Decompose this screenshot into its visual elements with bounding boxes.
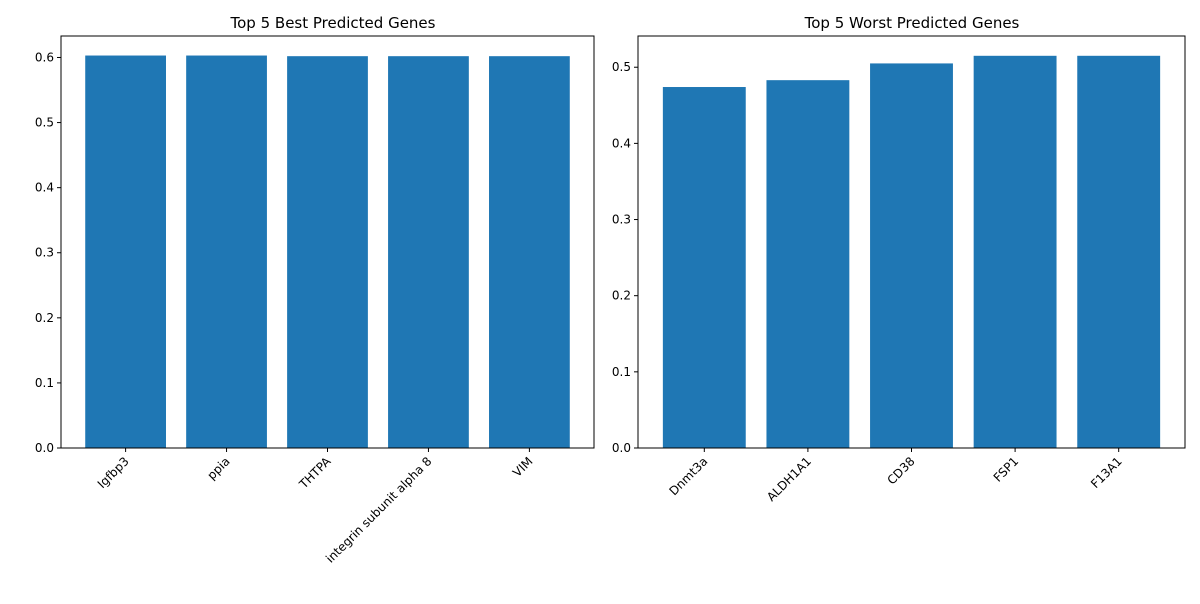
best-genes-y-tick-label: 0.0	[35, 441, 54, 455]
worst-genes-bar-cd38	[870, 63, 953, 449]
worst-genes-bar-f13a1	[1077, 55, 1161, 449]
best-genes-bar-integrin-subunit-alpha-8	[388, 56, 469, 449]
worst-genes-y-tick-label: 0.1	[612, 365, 631, 379]
worst-genes-y-tick-label: 0.2	[612, 289, 631, 303]
worst-genes-y-tick-label: 0.3	[612, 213, 631, 227]
worst-genes-plot-frame	[637, 35, 1186, 449]
worst-genes-y-tick-label: 0.0	[612, 441, 631, 455]
best-genes-title: Top 5 Best Predicted Genes	[230, 14, 436, 32]
best-genes-plot-frame	[60, 35, 595, 449]
worst-genes-bar-fsp1	[973, 55, 1057, 449]
best-genes-y-axis: 0.0 0.1 0.2 0.3 0.4 0.5 0.6	[35, 50, 61, 455]
worst-genes-bars	[662, 55, 1161, 449]
best-genes-bars	[85, 55, 570, 449]
worst-genes-y-axis: 0.0 0.1 0.2 0.3 0.4 0.5	[612, 60, 638, 455]
worst-genes-title: Top 5 Worst Predicted Genes	[804, 14, 1020, 32]
best-genes-y-tick-label: 0.3	[35, 246, 54, 260]
worst-genes-y-tick-label: 0.5	[612, 60, 631, 74]
best-genes-y-tick-label: 0.6	[35, 50, 54, 64]
best-genes-bar-ppia	[186, 55, 267, 448]
worst-genes-bar-aldh1a1	[766, 80, 850, 449]
best-genes-y-tick-label: 0.1	[35, 376, 54, 390]
best-genes-y-tick-label: 0.4	[35, 181, 54, 195]
best-genes-bar-igfbp3	[85, 55, 166, 448]
best-genes-bar-thtpa	[287, 56, 368, 449]
worst-genes-panel: Top 5 Worst Predicted Genes 0.0 0.1 0.2 0.3…	[612, 14, 1186, 504]
best-genes-panel: Top 5 Best Predicted Genes 0.00.10.20.30…	[35, 14, 595, 566]
best-genes-y-tick-label: 0.2	[35, 311, 54, 325]
best-genes-y-tick-label: 0.5	[35, 116, 54, 130]
best-genes-bar-vim	[489, 56, 570, 449]
worst-genes-y-tick-label: 0.4	[612, 136, 631, 150]
worst-genes-bar-dnmt3a	[662, 87, 746, 449]
